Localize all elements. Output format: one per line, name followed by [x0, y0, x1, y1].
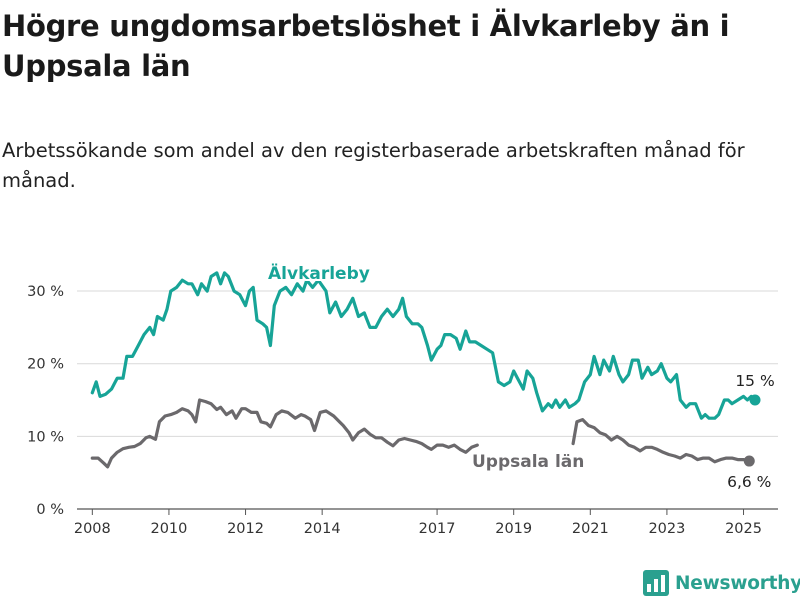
newsworthy-brand[interactable]: Newsworthy [643, 567, 800, 599]
chart-subtitle: Arbetssökande som andel av den registerb… [2, 139, 745, 192]
line-chart: 0 % 10 % 20 % 30 % 2008 2010 2012 2014 2017 2019… [27, 260, 778, 537]
x-tick-label: 2010 [150, 521, 187, 537]
end-label-alvkarleby: 15 % [735, 372, 774, 390]
y-tick-label: 10 % [27, 429, 64, 445]
end-label-uppsala: 6,6 % [727, 473, 771, 491]
series-label-uppsala: Uppsala län [472, 452, 584, 472]
series-lines [90, 271, 761, 469]
uppsala-line [90, 398, 479, 469]
x-tick-label: 2008 [74, 521, 111, 537]
brand-name: Newsworthy [675, 572, 800, 594]
y-tick-label: 20 % [27, 357, 64, 373]
y-tick-label: 0 % [36, 502, 64, 518]
x-tick-label: 2014 [304, 521, 341, 537]
x-axis-ticks: 2008 2010 2012 2014 2017 2019 2021 2023 2025 [74, 509, 762, 537]
y-axis-ticks: 0 % 10 % 20 % 30 % [27, 284, 64, 518]
x-tick-label: 2017 [419, 521, 456, 537]
x-tick-label: 2021 [572, 521, 609, 537]
x-tick-label: 2012 [227, 521, 264, 537]
x-tick-label: 2025 [725, 521, 762, 537]
alvkarleby-line [90, 271, 757, 420]
x-tick-label: 2023 [648, 521, 685, 537]
uppsala-line [571, 418, 751, 464]
series-labels: Älvkarleby Uppsala län 15 % 6,6 % [266, 260, 776, 493]
end-point-marker [743, 455, 755, 467]
end-point-marker [749, 394, 761, 406]
x-tick-label: 2019 [495, 521, 532, 537]
gridlines [77, 290, 778, 510]
y-tick-label: 30 % [27, 284, 64, 300]
series-label-alvkarleby: Älvkarleby [268, 262, 370, 284]
newsworthy-logo-icon [643, 570, 669, 596]
chart-title: Högre ungdomsarbetslöshet i Älvkarleby ä… [2, 9, 730, 83]
